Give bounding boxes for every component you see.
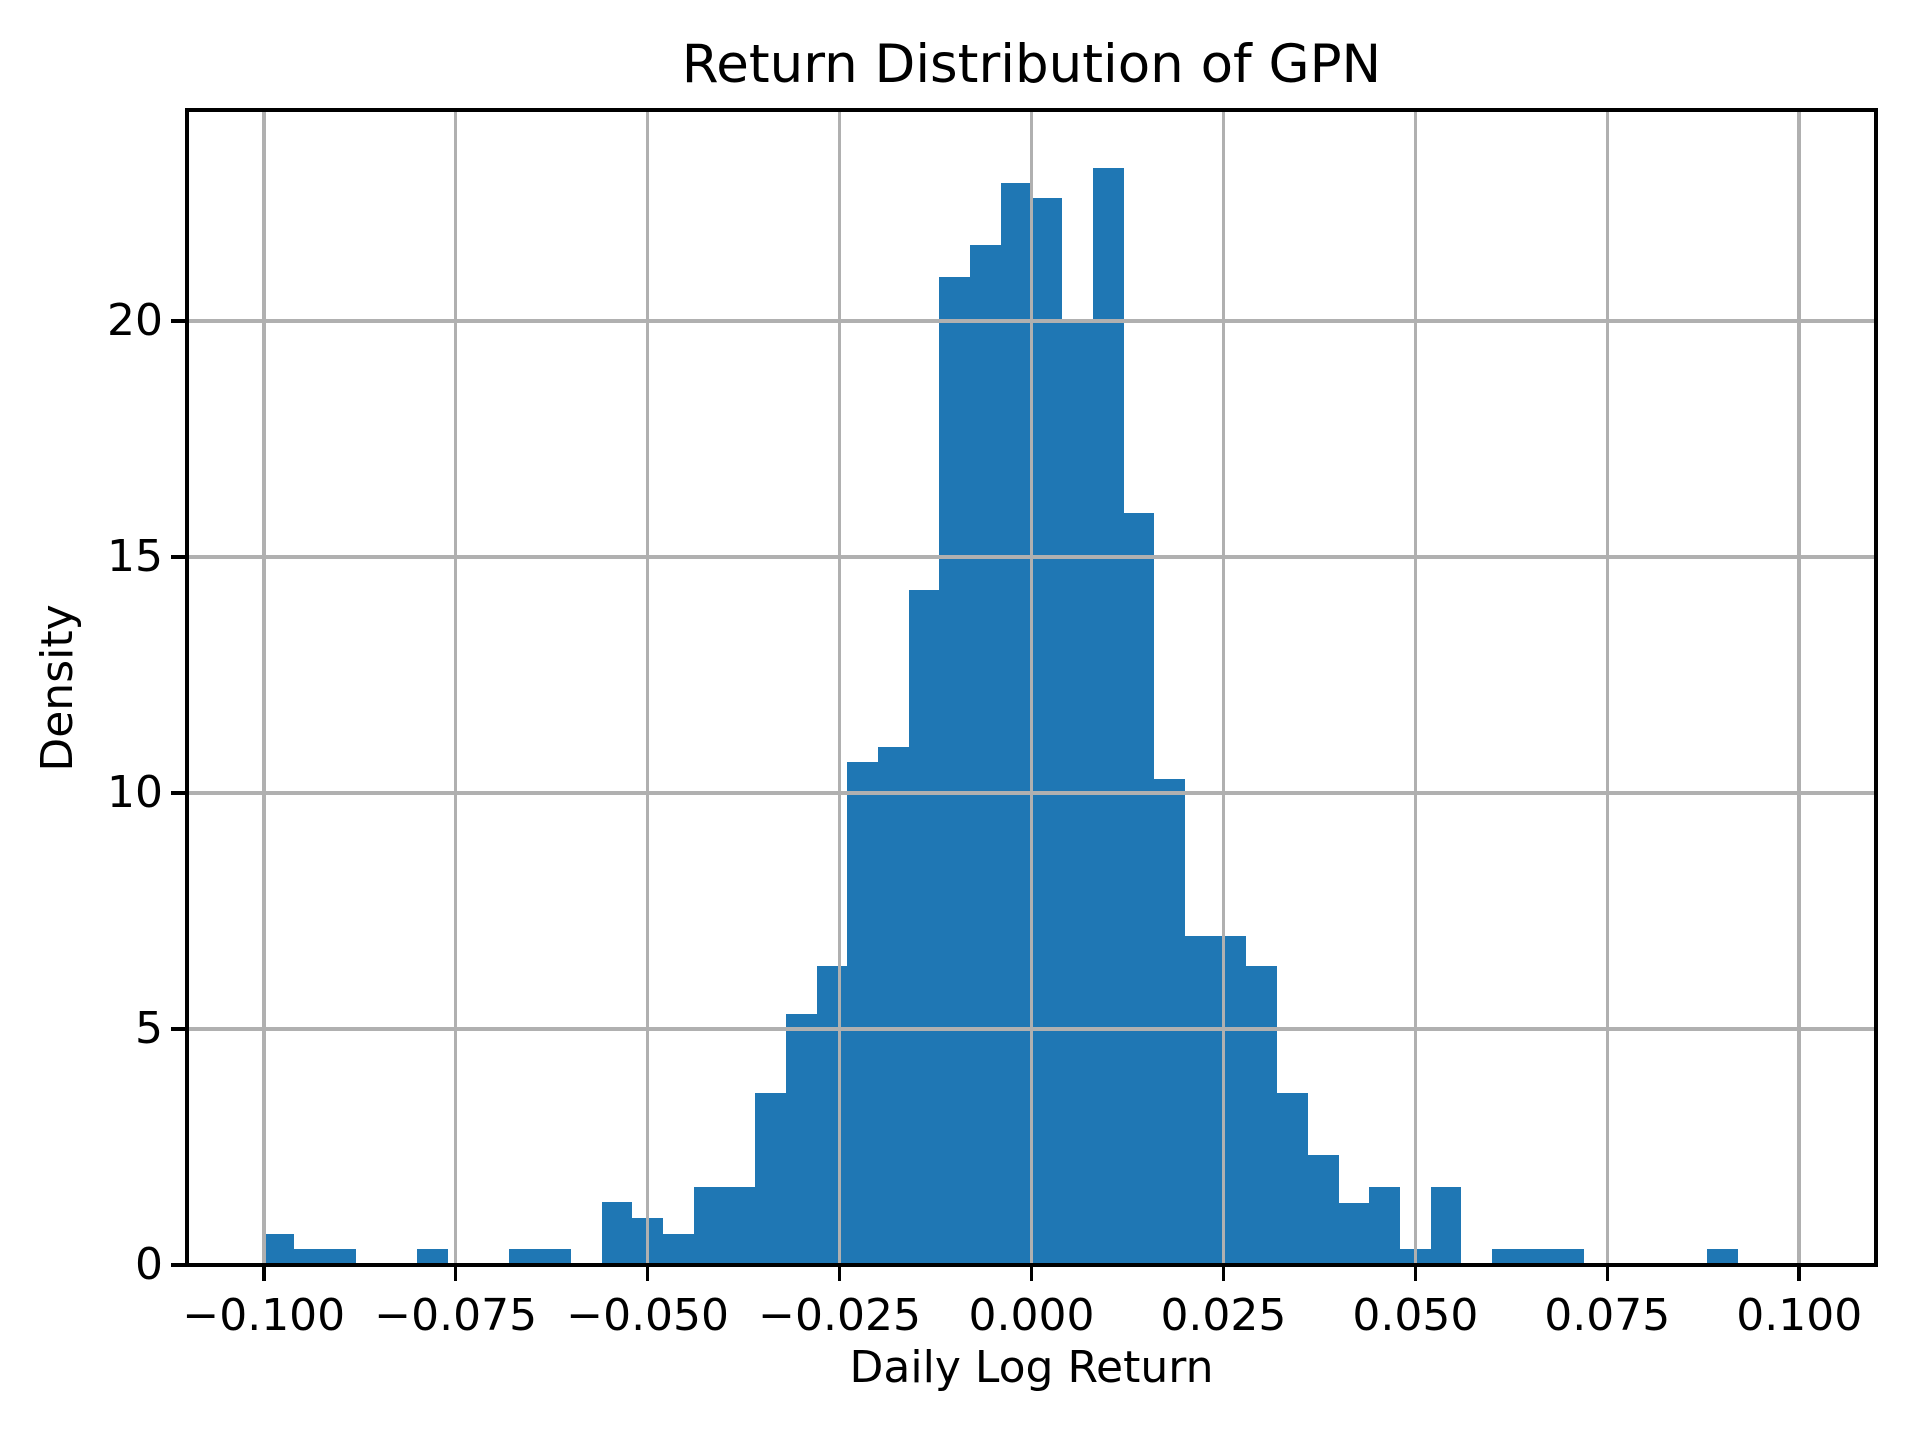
y-tick-label: 20: [107, 294, 163, 346]
y-gridline: [187, 319, 1876, 323]
histogram-bar: [908, 590, 940, 1265]
histogram-bar: [1307, 1155, 1339, 1265]
y-tick-label: 10: [107, 766, 163, 818]
y-gridline: [187, 555, 1876, 559]
histogram-bar: [509, 1249, 541, 1265]
y-tick-mark: [171, 1027, 185, 1031]
histogram-bar: [263, 1233, 295, 1265]
x-gridline: [1413, 110, 1418, 1265]
histogram-bar: [970, 245, 1001, 1265]
x-tick-mark: [1221, 1267, 1226, 1281]
y-gridline: [187, 1027, 1876, 1031]
x-tick-label: 0.025: [1160, 1290, 1287, 1341]
histogram-bar: [1430, 1186, 1462, 1265]
x-gridline: [645, 110, 650, 1265]
histogram-bar: [1092, 167, 1124, 1265]
histogram-bar: [816, 966, 848, 1265]
histogram-bar: [939, 277, 971, 1265]
y-tick-mark: [171, 319, 185, 323]
histogram-bar: [325, 1249, 356, 1265]
histogram-bar: [693, 1186, 725, 1265]
plot-title: Return Distribution of GPN: [681, 34, 1382, 95]
x-tick-label: −0.100: [182, 1290, 346, 1341]
x-tick-label: 0.075: [1544, 1290, 1671, 1341]
histogram-bar: [1246, 966, 1278, 1265]
y-tick-label: 5: [135, 1002, 163, 1054]
x-tick-mark: [837, 1267, 842, 1281]
histogram-bar: [724, 1186, 756, 1265]
x-tick-mark: [453, 1267, 458, 1281]
histogram-bar: [785, 1014, 817, 1265]
y-tick-mark: [171, 1263, 185, 1267]
histogram-bar: [1369, 1186, 1400, 1265]
histogram-bar: [1000, 183, 1032, 1265]
histogram-bar: [1154, 778, 1186, 1265]
x-tick-mark: [1797, 1267, 1801, 1281]
histogram-bar: [1215, 935, 1247, 1265]
x-tick-mark: [645, 1267, 650, 1281]
x-tick-mark: [1029, 1267, 1034, 1281]
histogram-bar: [1031, 198, 1063, 1265]
x-gridline: [1221, 110, 1226, 1265]
histogram-bar: [1492, 1249, 1523, 1265]
x-gridline: [1605, 110, 1610, 1265]
histogram-bar: [662, 1233, 694, 1265]
x-tick-label: −0.025: [758, 1290, 921, 1341]
x-gridline: [262, 110, 266, 1265]
y-tick-mark: [171, 791, 185, 795]
x-gridline: [453, 110, 458, 1265]
x-gridline: [1797, 110, 1801, 1265]
histogram-bar: [755, 1092, 786, 1265]
x-tick-label: −0.075: [374, 1290, 538, 1341]
histogram-bar: [1123, 513, 1155, 1265]
histogram-bar: [1338, 1202, 1370, 1265]
x-tick-label: 0.100: [1736, 1290, 1863, 1341]
histogram-bar: [417, 1249, 449, 1265]
histogram-bar: [294, 1249, 326, 1265]
x-tick-mark: [262, 1267, 266, 1281]
histogram-bar: [1185, 935, 1216, 1265]
plot-area: [185, 108, 1878, 1267]
x-tick-mark: [1605, 1267, 1610, 1281]
x-gridline: [1029, 110, 1034, 1265]
histogram-bar: [877, 747, 909, 1265]
y-tick-mark: [171, 555, 185, 559]
histogram-bar: [1553, 1249, 1585, 1265]
histogram-bar: [1707, 1249, 1738, 1265]
x-tick-label: 0.050: [1352, 1290, 1479, 1341]
y-gridline: [187, 791, 1876, 795]
x-tick-label: 0.000: [968, 1290, 1095, 1341]
x-tick-label: −0.050: [566, 1290, 730, 1341]
y-tick-label: 15: [107, 530, 163, 582]
y-gridline: [187, 1263, 1876, 1267]
histogram-bar: [540, 1249, 571, 1265]
histogram-bar: [601, 1202, 633, 1265]
y-tick-label: 0: [135, 1239, 163, 1290]
x-axis-label: Daily Log Return: [849, 1342, 1214, 1393]
x-tick-mark: [1413, 1267, 1418, 1281]
histogram-bar: [1277, 1092, 1308, 1265]
y-axis-label: Density: [32, 604, 83, 772]
x-gridline: [837, 110, 842, 1265]
histogram-bar: [1522, 1249, 1554, 1265]
histogram-bar: [847, 762, 878, 1265]
